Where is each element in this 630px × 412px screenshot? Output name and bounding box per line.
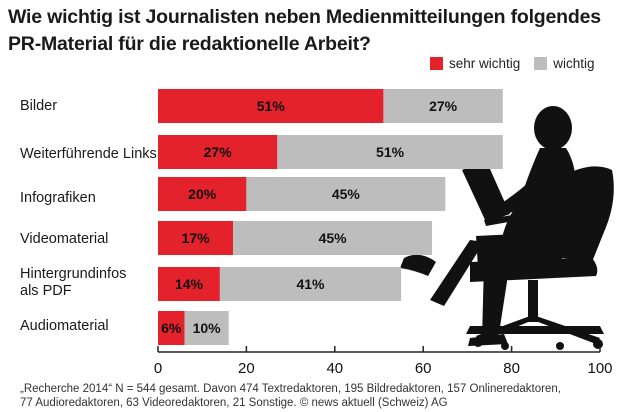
category-label-line: Hintergrundinfos xyxy=(20,266,127,282)
category-label-line: Audiomaterial xyxy=(20,318,109,334)
legend-label-sehr-wichtig: sehr wichtig xyxy=(449,56,521,71)
x-tick-label-0: 0 xyxy=(154,360,162,377)
category-label-videomaterial: Videomaterial xyxy=(20,231,108,248)
bar-sehr-wichtig-0 xyxy=(158,89,384,123)
x-tick-label-4: 80 xyxy=(503,360,520,377)
bar-wichtig-3 xyxy=(233,221,433,255)
category-label-line: Videomaterial xyxy=(20,231,109,247)
bar-sehr-wichtig-1 xyxy=(158,135,278,169)
bar-sehr-wichtig-4 xyxy=(158,267,220,301)
bars-group: 51% 27% 27% 51% 20% 45% 17% 45% 14% 41% 6% 10% xyxy=(158,89,503,345)
bar-wichtig-2 xyxy=(246,177,446,211)
x-axis: 0 20 40 60 80 100 xyxy=(154,346,613,377)
category-label-line: als PDF xyxy=(20,283,72,299)
x-tick-label-2: 40 xyxy=(326,360,343,377)
legend-swatch-wichtig xyxy=(534,57,548,70)
category-label-line: Bilder xyxy=(20,98,58,114)
category-label-line: Infografiken xyxy=(20,190,96,206)
data-label-wichtig-4: 41% xyxy=(296,276,325,292)
footnote: „Recherche 2014“ N = 544 gesamt. Davon 4… xyxy=(20,382,620,410)
data-label-sehr-wichtig-4: 14% xyxy=(175,276,204,292)
data-label-sehr-wichtig-5: 6% xyxy=(161,320,182,336)
x-tick-label-5: 100 xyxy=(587,360,612,377)
footnote-line-1: „Recherche 2014“ N = 544 gesamt. Davon 4… xyxy=(20,383,561,395)
person-with-laptop-silhouette xyxy=(400,106,614,350)
category-label-hintergrundinfos: Hintergrundinfos als PDF xyxy=(20,266,126,300)
category-label-bilder: Bilder xyxy=(20,98,57,115)
chart-title: Wie wichtig ist Journalisten neben Medie… xyxy=(8,4,628,58)
data-label-wichtig-5: 10% xyxy=(193,320,222,336)
data-label-sehr-wichtig-1: 27% xyxy=(204,144,233,160)
x-tick-label-3: 60 xyxy=(415,360,432,377)
data-label-wichtig-2: 45% xyxy=(332,186,361,202)
data-label-wichtig-0: 27% xyxy=(429,98,458,114)
bar-sehr-wichtig-2 xyxy=(158,177,247,211)
bar-wichtig-1 xyxy=(277,135,503,169)
legend-label-wichtig: wichtig xyxy=(553,56,595,71)
category-label-audiomaterial: Audiomaterial xyxy=(20,318,109,335)
title-line-1: Wie wichtig ist Journalisten neben Medie… xyxy=(8,6,601,28)
x-tick-label-1: 20 xyxy=(238,360,255,377)
legend: sehr wichtig wichtig xyxy=(430,56,609,71)
data-label-wichtig-3: 45% xyxy=(319,230,348,246)
bar-wichtig-5 xyxy=(184,311,229,345)
category-label-line: Weiterführende Links xyxy=(20,146,157,162)
bar-wichtig-4 xyxy=(219,267,402,301)
bar-wichtig-0 xyxy=(383,89,503,123)
category-label-infografiken: Infografiken xyxy=(20,190,96,207)
data-label-sehr-wichtig-3: 17% xyxy=(182,230,211,246)
bar-sehr-wichtig-5 xyxy=(158,311,185,345)
bar-sehr-wichtig-3 xyxy=(158,221,234,255)
data-label-sehr-wichtig-0: 51% xyxy=(257,98,286,114)
legend-item-sehr-wichtig: sehr wichtig xyxy=(430,56,520,71)
data-label-wichtig-1: 51% xyxy=(376,144,405,160)
title-line-2: PR-Material für die redaktionelle Arbeit… xyxy=(8,33,371,55)
footnote-line-2: 77 Audioredaktoren, 63 Videoredaktoren, … xyxy=(20,397,448,409)
data-label-sehr-wichtig-2: 20% xyxy=(188,186,217,202)
legend-item-wichtig: wichtig xyxy=(534,56,595,71)
legend-swatch-sehr-wichtig xyxy=(430,57,443,70)
category-label-weiterfuehrende-links: Weiterführende Links xyxy=(20,146,157,163)
